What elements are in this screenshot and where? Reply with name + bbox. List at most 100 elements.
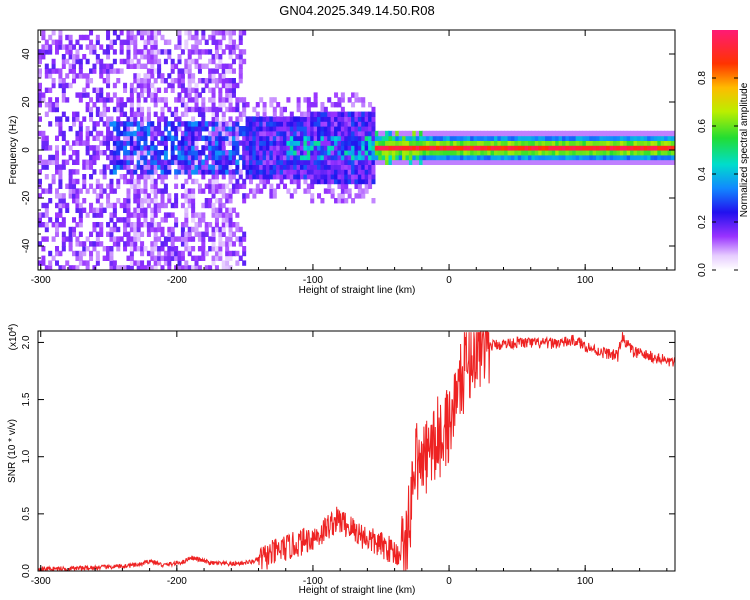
spectrogram-cell [357, 121, 362, 127]
spectrogram-cell [660, 130, 665, 137]
snr-x-label: Height of straight line (km) [299, 585, 416, 596]
spectrogram-cell [480, 135, 485, 141]
spectrogram-cell [221, 260, 226, 266]
spectrogram-cell [204, 183, 209, 189]
spectrogram-cell [453, 154, 458, 161]
spectrogram-cell [514, 159, 519, 165]
spectrogram-cell [197, 39, 202, 45]
spectrogram-cell [368, 121, 373, 127]
spectrogram-cell [497, 145, 502, 151]
spectrogram-cell [75, 58, 80, 65]
spectrogram-cell [269, 150, 274, 156]
spectrogram-cell [119, 49, 124, 55]
spectrogram-cell [92, 145, 97, 151]
spectrogram-cell [538, 140, 543, 146]
spectrogram-cell [153, 236, 158, 242]
spectrogram-cell [48, 183, 53, 189]
spectrogram-cell [44, 174, 49, 180]
spectrogram-cell [283, 140, 288, 146]
spectrogram-cell [395, 135, 400, 141]
spectrogram-cell [340, 140, 345, 146]
spectrogram-cell [153, 202, 158, 209]
spectrogram-cell [609, 135, 614, 141]
spectrogram-cell [194, 130, 199, 137]
spectrogram-cell [82, 174, 87, 180]
spectrogram-cell [368, 154, 373, 161]
spectrogram-cell [153, 154, 158, 161]
spectrogram-cell [650, 140, 655, 146]
spectrogram-cell [378, 135, 383, 141]
colorbar-tick-label: 0.4 [697, 167, 708, 181]
spectrogram-cell [225, 212, 230, 218]
spectrogram-cell [72, 250, 77, 257]
spectrogram-cell [310, 102, 315, 108]
spectrogram-cell [78, 188, 83, 194]
spectrogram-cell [286, 126, 291, 132]
spectrogram-cell [197, 49, 202, 55]
spectrogram-cell [187, 226, 192, 233]
spectrogram-cell [231, 241, 236, 247]
spectrogram-cell [58, 207, 63, 213]
spectrogram-cell [157, 73, 162, 79]
spectrogram-cell [272, 126, 277, 132]
spectrogram-cell [163, 150, 168, 156]
spectrogram-cell [44, 236, 49, 242]
spectrogram-cell [306, 183, 311, 189]
spectrogram-cell [265, 174, 270, 180]
spectrogram-cell [425, 150, 430, 156]
spectrogram-cell [109, 265, 114, 270]
spectrogram-cell [102, 102, 107, 108]
spectrogram-cell [310, 183, 315, 189]
spectrogram-cell [480, 159, 485, 165]
spectrogram-cell [289, 111, 294, 117]
spectrogram-cell [286, 121, 291, 127]
spectrogram-cell [340, 116, 345, 122]
spectrogram-cell [480, 140, 485, 146]
spectrogram-cell [337, 135, 342, 141]
spectrogram-cell [123, 231, 128, 237]
spectrogram-cell [126, 58, 131, 65]
spectrogram-cell [184, 265, 189, 270]
spectrogram-cell [582, 150, 587, 156]
spectrogram-cell [616, 150, 621, 156]
spectrogram-cell [265, 169, 270, 175]
spectrogram-cell [95, 207, 100, 213]
spectrogram-cell [228, 241, 233, 247]
spectrogram-cell [126, 121, 131, 127]
spectrogram-cell [218, 236, 223, 242]
spectrogram-cell [187, 49, 192, 55]
spectrogram-cell [140, 154, 145, 161]
spectrogram-cell [265, 116, 270, 122]
spectrogram-cell [177, 140, 182, 146]
spectrogram-cell [228, 150, 233, 156]
spectrogram-cell [146, 30, 151, 36]
spectrogram-cell [225, 217, 230, 223]
spectrogram-cell [351, 130, 356, 137]
spectrogram-cell [140, 145, 145, 151]
spectrogram-cell [242, 183, 247, 189]
spectrogram-cell [630, 135, 635, 141]
spectrogram-cell [364, 116, 369, 122]
spectrogram-cell [150, 58, 155, 65]
spectrogram-cell [368, 135, 373, 141]
spectrogram-cell [61, 265, 66, 270]
y-tick-label: 20 [21, 96, 32, 108]
spectrogram-cell [630, 130, 635, 137]
spectrogram-cell [398, 140, 403, 146]
spectrogram-cell [262, 130, 267, 137]
spectrogram-cell [89, 174, 94, 180]
spectrogram-cell [218, 246, 223, 252]
spectrogram-cell [208, 49, 213, 55]
spectrogram-cell [106, 121, 111, 127]
spectrogram-cell [231, 140, 236, 146]
spectrogram-cell [334, 169, 339, 175]
spectrogram-cell [531, 135, 536, 141]
spectrogram-cell [344, 140, 349, 146]
spectrogram-cell [633, 145, 638, 151]
spectrogram-cell [95, 178, 100, 185]
spectrogram-cell [170, 82, 175, 89]
spectrogram-cell [371, 106, 376, 113]
spectrogram-cell [211, 39, 216, 45]
spectrogram-cell [466, 130, 471, 137]
spectrogram-cell [157, 250, 162, 257]
